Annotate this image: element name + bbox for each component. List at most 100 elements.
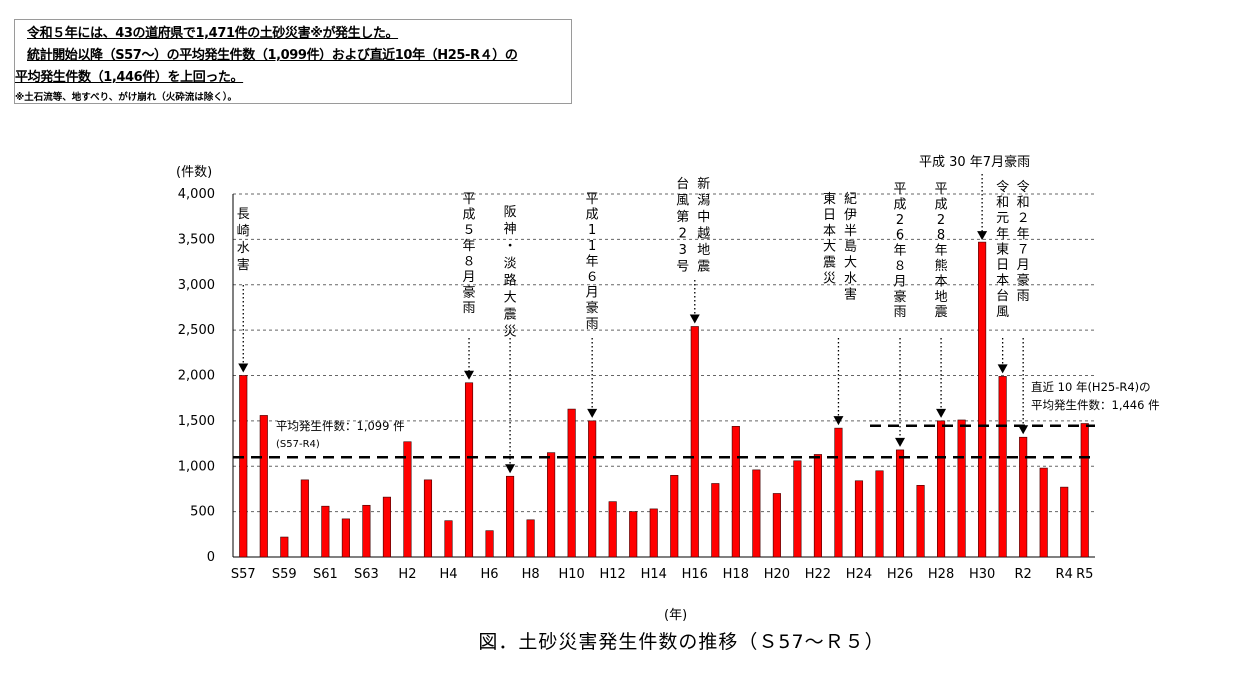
annotation-label: 大: [844, 256, 857, 271]
x-tick-label: S63: [354, 567, 379, 582]
annotation-arrow-head: [505, 464, 516, 474]
y-tick-label: 1,500: [178, 414, 215, 429]
x-axis-label: (年): [664, 608, 687, 623]
annotation-label: 年: [935, 244, 948, 259]
bar: [403, 441, 412, 558]
annotation-label: 風: [996, 305, 1009, 320]
annotation-arrow-head: [833, 416, 844, 426]
x-tick-label: S57: [231, 567, 256, 582]
bar: [752, 469, 761, 558]
annotation-label: 和: [996, 196, 1009, 211]
annotation-label: 豪: [894, 289, 907, 305]
annotation-label: 本: [823, 224, 836, 239]
x-tick-label: H12: [600, 567, 626, 582]
x-tick-label: S61: [313, 567, 338, 582]
bar: [690, 326, 699, 558]
annotation-arrow-head: [238, 363, 249, 373]
bar: [916, 485, 925, 558]
annotation-label: 害: [237, 257, 250, 273]
bar: [834, 427, 843, 558]
annotation-label: 2: [937, 213, 945, 228]
annotation-label: 3: [679, 243, 687, 258]
bar: [895, 449, 905, 558]
bar: [423, 479, 433, 558]
bar: [875, 470, 884, 558]
annotation-label: 阪: [504, 205, 517, 220]
bar: [1080, 423, 1089, 558]
bar: [1060, 486, 1069, 558]
annotation-label: 1: [588, 223, 596, 238]
annotation-label: 震: [823, 256, 836, 271]
annotation-label: 越: [697, 227, 710, 242]
y-tick-label: 4,000: [178, 187, 215, 202]
bar: [444, 520, 453, 558]
annotation-label: 災: [823, 272, 836, 287]
x-tick-label: H6: [481, 567, 499, 582]
figure-caption: 図．土砂災害発生件数の推移（Ｓ57～Ｒ５）: [0, 627, 1259, 654]
annotation-label: 日: [823, 208, 836, 223]
annotation-arrow-head: [997, 364, 1008, 374]
bar: [998, 376, 1007, 558]
annotation-label: 月: [894, 274, 907, 289]
annotation-label: ２: [1017, 211, 1030, 226]
annotation-label: 震: [935, 305, 948, 320]
annotation-label: 雨: [463, 301, 476, 316]
summary-line-1: 令和５年には、43の道府県で1,471件の土砂災害※が発生した。: [27, 26, 399, 41]
summary-box: [14, 19, 572, 104]
annotation-label: 年: [586, 254, 599, 269]
bar: [608, 501, 617, 558]
annotation-label: 成: [935, 197, 948, 212]
bar: [957, 419, 966, 558]
annotation-arrow-head: [689, 314, 700, 324]
bar: [259, 415, 268, 558]
bar: [670, 475, 679, 558]
annotation-label: 成: [463, 208, 476, 223]
bar: [772, 493, 781, 558]
annotation-arrow-head: [895, 437, 906, 447]
annotation-label: 半: [844, 224, 857, 239]
bar: [464, 382, 474, 558]
x-tick-label: S59: [272, 567, 297, 582]
x-tick-label: H20: [764, 567, 790, 582]
y-tick-label: 1,000: [178, 459, 215, 474]
bar: [1039, 467, 1048, 558]
bar: [547, 452, 556, 558]
annotation-label: 成: [894, 197, 907, 212]
bar: [629, 511, 638, 558]
annotation-arrow-head: [464, 370, 475, 380]
annotation-label: 潟: [697, 194, 710, 209]
bar: [793, 460, 802, 558]
annotation-label: 雨: [1017, 289, 1030, 304]
annotation-label: 2: [896, 213, 904, 228]
annotation-label: 長: [237, 207, 250, 222]
bar: [649, 508, 658, 558]
average-label: 平均発生件数：1,099 件: [276, 419, 405, 433]
annotation-label: 平: [894, 182, 907, 197]
bar: [978, 241, 987, 558]
annotation-label: 元: [996, 211, 1009, 226]
annotation-label: 大: [823, 240, 836, 255]
x-tick-label: H10: [558, 567, 584, 582]
annotation-label: ６: [586, 270, 599, 285]
annotation-label: 台: [996, 289, 1009, 304]
bar: [588, 420, 597, 558]
bar: [854, 480, 864, 558]
annotation-label: 中: [697, 210, 710, 225]
x-tick-label: H8: [522, 567, 540, 582]
annotation-label: 熊: [935, 258, 948, 274]
y-tick-label: 3,000: [178, 278, 215, 293]
annotation-label: 豪: [586, 300, 599, 316]
annotation-label: 令: [1017, 180, 1030, 195]
annotation-label: ７: [1017, 242, 1030, 257]
y-tick-label: 500: [190, 505, 215, 520]
bar: [1019, 436, 1028, 558]
x-tick-label: H14: [641, 567, 667, 582]
annotation-label: ８: [894, 259, 907, 274]
recent-average-label: 直近 10 年(H25-R4)の: [1031, 380, 1151, 394]
bar: [813, 454, 822, 558]
x-tick-label: H4: [439, 567, 457, 582]
summary-line-3: 平均発生件数（1,446件）を上回った。: [15, 70, 244, 85]
x-tick-label: R4: [1056, 567, 1073, 582]
annotation-label: 神: [504, 222, 517, 237]
